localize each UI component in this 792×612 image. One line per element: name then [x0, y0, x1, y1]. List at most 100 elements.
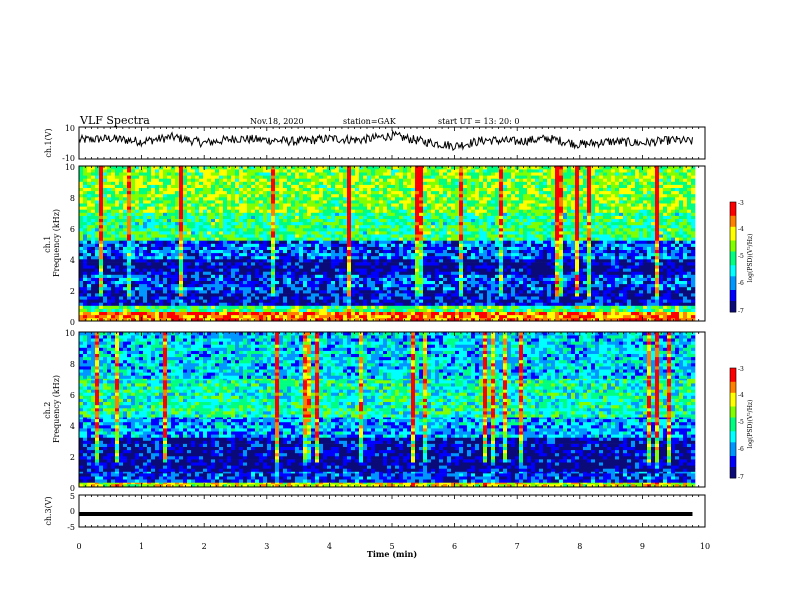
spec1-cell — [363, 237, 368, 241]
spec1-cell — [279, 200, 284, 204]
spec1-cell — [163, 252, 168, 257]
spec1-cell — [183, 280, 188, 285]
spec1-cell — [199, 311, 204, 316]
spec1-cell — [367, 317, 372, 322]
spec1-cell — [363, 215, 368, 219]
spec1-cell — [447, 200, 452, 204]
spec1-cell — [255, 187, 260, 192]
spec1-cell — [107, 200, 112, 204]
spec1-cell — [231, 187, 236, 192]
spec1-cell — [87, 271, 92, 275]
spec1-cell — [375, 280, 380, 285]
spec1-cell — [427, 252, 432, 257]
spec1-cell — [363, 252, 368, 257]
spec1-cell — [471, 252, 476, 257]
spec1-cell — [123, 296, 128, 300]
spec1-cell — [175, 305, 180, 309]
spec1-cell — [447, 218, 452, 223]
spec1-cell — [195, 209, 200, 213]
spec1-cell — [175, 172, 180, 176]
spec1-cell — [239, 228, 244, 232]
spec1-cell — [251, 280, 256, 285]
spec1-cell — [235, 277, 240, 281]
spec1-cell — [323, 175, 328, 179]
spec1-cell — [375, 215, 380, 219]
spec1-cell — [307, 246, 312, 250]
spec1-cell — [339, 265, 344, 269]
spec1-cell — [343, 299, 348, 303]
spec1-cell — [195, 286, 200, 291]
spec1-cell — [343, 308, 348, 312]
spec1-cell — [275, 262, 280, 266]
spec1-cell — [447, 193, 452, 198]
spec1-cell — [127, 215, 132, 219]
spec1-cell — [219, 197, 224, 201]
spec1-cell — [119, 286, 124, 291]
spec1-cell — [83, 175, 88, 179]
spec1-cell — [143, 243, 148, 247]
spec1-cell — [103, 317, 108, 322]
spec1-cell — [115, 290, 120, 294]
spec1-cell — [211, 184, 216, 188]
spec1-cell — [431, 187, 436, 192]
spec1-cell — [439, 240, 444, 244]
spec1-cell — [387, 169, 392, 173]
spec1-cell — [435, 259, 440, 263]
spec1-cell — [439, 228, 444, 232]
spec1-cell — [251, 175, 256, 179]
spec1-cell — [115, 193, 120, 198]
spec1-cell — [455, 212, 460, 216]
spec1-cell — [135, 178, 140, 182]
spec1-cell — [107, 243, 112, 247]
spec1-cell — [383, 265, 388, 269]
spec1-cell — [227, 280, 232, 285]
spec1-cell — [163, 314, 168, 319]
spec1-cell — [363, 302, 368, 306]
spec1-cell — [183, 262, 188, 266]
spec1-cell — [107, 193, 112, 198]
spec1-cell — [151, 212, 156, 216]
spec1-cell — [203, 197, 208, 201]
spec1-cell — [447, 228, 452, 232]
spec1-cell — [355, 277, 360, 281]
spec1-cell — [459, 228, 464, 232]
spec1-cell — [231, 265, 236, 269]
spec1-cell — [247, 175, 252, 179]
spec1-cell — [179, 228, 184, 232]
spec1-cell — [463, 277, 468, 281]
spec1-cell — [259, 231, 264, 235]
spec1-cell — [87, 178, 92, 182]
spec1-cell — [299, 166, 304, 170]
spec1-cell — [171, 209, 176, 213]
spec1-cell — [271, 293, 276, 297]
spec1-cell — [231, 237, 236, 241]
spec1-cell — [239, 314, 244, 319]
spec1-cell — [95, 277, 100, 281]
spec1-cell — [215, 172, 220, 176]
spec1-cell — [363, 277, 368, 281]
spec1-cell — [475, 299, 480, 303]
spec1-cell — [371, 268, 376, 272]
spec1-cell — [427, 169, 432, 173]
spec1-cell — [315, 209, 320, 213]
spec1-cell — [443, 280, 448, 285]
spec1-cell — [255, 296, 260, 300]
spec1-cell — [199, 255, 204, 260]
spec1-cell — [307, 283, 312, 288]
spec1-cell — [259, 265, 264, 269]
spec1-cell — [447, 172, 452, 176]
spec1-cell — [291, 280, 296, 285]
spec1-cell — [467, 215, 472, 219]
spec1-cell — [95, 221, 100, 226]
spec1-cell — [91, 277, 96, 281]
spec1-cell — [159, 271, 164, 275]
spec1-cell — [431, 206, 436, 210]
spec1-cell — [127, 286, 132, 291]
spec1-cell — [455, 290, 460, 294]
spec1-cell — [399, 262, 404, 266]
spec1-cell — [263, 221, 268, 226]
spec1-cell — [347, 175, 352, 179]
spec1-cell — [427, 243, 432, 247]
spec1-cell — [363, 231, 368, 235]
spec1-cell — [407, 314, 412, 319]
